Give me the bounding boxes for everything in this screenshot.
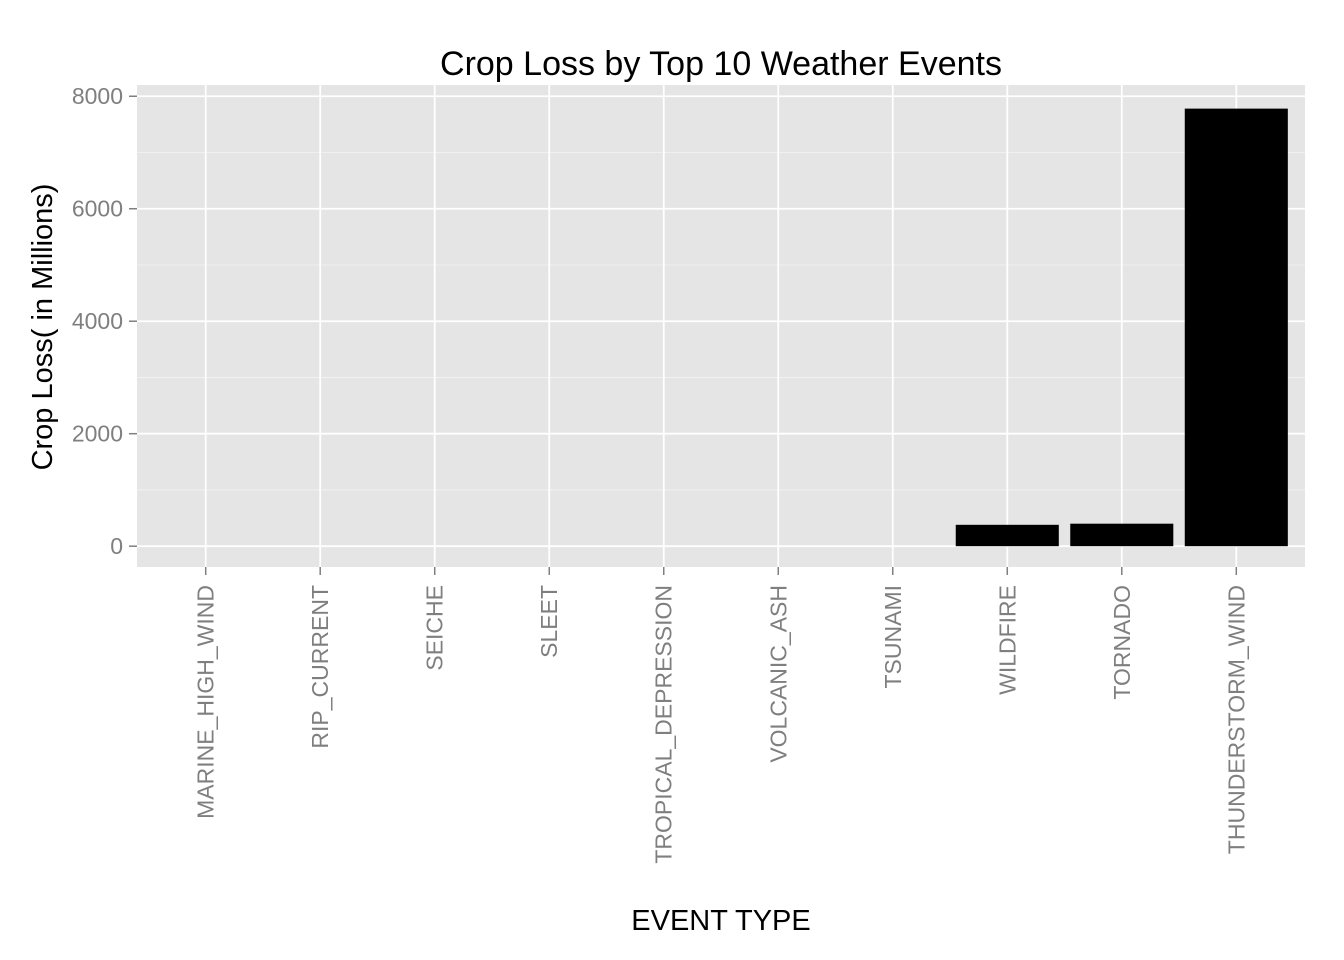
x-tick-label: RIP_CURRENT bbox=[307, 585, 333, 749]
bars bbox=[955, 108, 1288, 547]
bar-wildfire bbox=[955, 524, 1059, 547]
x-tick-label: THUNDERSTORM_WIND bbox=[1223, 585, 1249, 854]
x-tick-label: VOLCANIC_ASH bbox=[765, 585, 791, 763]
minor-gridlines bbox=[137, 152, 1305, 491]
y-tick-label: 0 bbox=[110, 533, 123, 559]
y-tick-label: 4000 bbox=[72, 308, 123, 334]
y-tick-label: 6000 bbox=[72, 196, 123, 222]
chart-title: Crop Loss by Top 10 Weather Events bbox=[440, 45, 1002, 83]
y-axis-title: Crop Loss( in Millions) bbox=[27, 184, 59, 471]
bar-thunderstorm-wind bbox=[1184, 108, 1288, 547]
plot-panel bbox=[137, 85, 1305, 567]
x-tick-label: WILDFIRE bbox=[994, 585, 1020, 695]
major-gridlines bbox=[137, 85, 1305, 567]
x-tick-label: TROPICAL_DEPRESSION bbox=[651, 585, 677, 864]
x-tick-label: MARINE_HIGH_WIND bbox=[193, 585, 219, 819]
x-axis-title: EVENT TYPE bbox=[631, 905, 810, 937]
y-tick-label: 8000 bbox=[72, 83, 123, 109]
x-tick-label: SEICHE bbox=[422, 585, 448, 671]
y-axis: 0 2000 4000 6000 8000 bbox=[72, 83, 137, 559]
bar-tornado bbox=[1070, 523, 1174, 547]
x-tick-label: SLEET bbox=[536, 585, 562, 658]
x-axis: MARINE_HIGH_WIND RIP_CURRENT SEICHE SLEET TR… bbox=[193, 567, 1249, 864]
x-tick-label: TSUNAMI bbox=[880, 585, 906, 689]
x-tick-label: TORNADO bbox=[1109, 585, 1135, 700]
y-tick-label: 2000 bbox=[72, 421, 123, 447]
